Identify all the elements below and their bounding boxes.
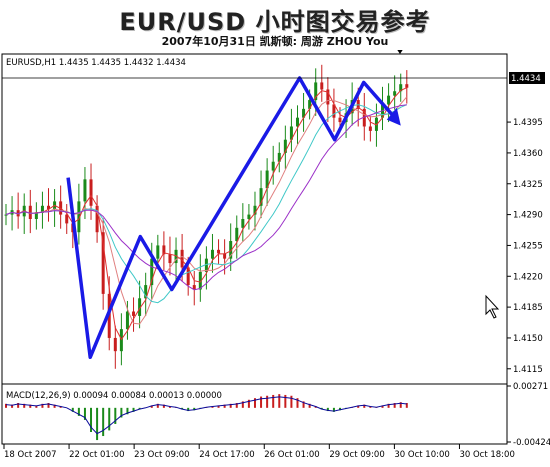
price-tick-group: 1.4395 1.4360 1.4325 1.4290 1.4255 1.4220 1.41… — [507, 118, 543, 375]
candle-body — [186, 267, 190, 286]
macd-plot-frame — [1, 383, 508, 445]
price-tick-label: 1.4150 — [513, 334, 543, 344]
symbol-header: EURUSD,H1 1.4435 1.4435 1.4432 1.4434 — [6, 58, 186, 68]
candle-body — [271, 161, 275, 171]
candle-body — [113, 337, 117, 352]
candle-body — [235, 227, 239, 242]
candle-body — [326, 89, 330, 105]
candle-body — [387, 95, 391, 105]
current-price-label: 1.4434 — [511, 74, 541, 84]
macd-histogram-group — [5, 394, 408, 441]
wave-line — [66, 76, 397, 360]
price-tick-label: 1.4255 — [513, 241, 543, 251]
candle-body — [47, 205, 51, 210]
candle-body — [393, 91, 397, 96]
macd-tick-label: -0.00424 — [513, 438, 550, 448]
candle-body — [198, 271, 202, 290]
candle-body — [283, 139, 287, 153]
candle-body — [368, 126, 372, 131]
candle-body — [302, 108, 306, 118]
candle-body — [229, 241, 233, 259]
price-tick-label: 1.4360 — [513, 149, 543, 159]
candle-body — [162, 245, 166, 255]
price-tick-label: 1.4325 — [513, 180, 543, 190]
candle-body — [314, 82, 318, 101]
chart-svg: EURUSD,H1 1.4435 1.4435 1.4432 1.4434 MA… — [1, 48, 550, 460]
time-tick-label: 18 Oct 2007 — [4, 450, 57, 460]
current-price-box — [509, 72, 545, 84]
candle-body — [132, 311, 136, 316]
candle-body — [289, 126, 293, 140]
candle-body — [295, 117, 299, 127]
time-tick-label: 23 Oct 09:00 — [134, 450, 189, 460]
time-tick-group: 18 Oct 2007 22 Oct 01:00 23 Oct 09:00 24 Oc… — [3, 444, 515, 460]
candle-body — [168, 254, 172, 264]
time-tick-label: 30 Oct 18:00 — [459, 450, 514, 460]
macd-tick-group: 0.00271 -0.00424 — [507, 382, 550, 448]
candle-body — [65, 214, 69, 224]
candle-body — [204, 258, 208, 272]
price-tick-label: 1.4220 — [513, 272, 543, 282]
macd-label: MACD(12,26,9) 0.00094 0.00084 0.00013 0.… — [6, 391, 222, 401]
wave-group — [66, 76, 401, 360]
candle-body — [308, 100, 312, 109]
banner: EUR/USD 小时图交易参考 2007年10月31日 凯斯顿: 周游 ZHOU… — [0, 0, 550, 50]
candle-body — [320, 82, 324, 90]
macd-signal-line — [5, 396, 407, 435]
candle-body — [138, 298, 142, 316]
candle-body — [77, 201, 81, 233]
candle-body — [83, 179, 87, 202]
page-title: EUR/USD 小时图交易参考 — [119, 8, 431, 36]
time-tick-label: 22 Oct 01:00 — [69, 450, 124, 460]
price-tick-label: 1.4115 — [513, 365, 543, 375]
candle-body — [247, 214, 251, 219]
candle-body — [125, 311, 129, 330]
candle-body — [4, 214, 8, 216]
wave-arrowhead-icon — [386, 107, 401, 126]
time-tick-label: 30 Oct 10:00 — [394, 450, 449, 460]
candle-body — [405, 84, 409, 88]
candle-body — [150, 258, 154, 286]
macd-tick-label: 0.00271 — [513, 382, 548, 392]
candle-body — [241, 219, 245, 228]
time-tick-label: 29 Oct 09:00 — [329, 450, 384, 460]
time-tick-label: 24 Oct 17:00 — [199, 450, 254, 460]
candle-body — [156, 245, 160, 259]
candle-body — [277, 152, 281, 162]
candle-body — [399, 84, 403, 92]
candle-body — [34, 212, 38, 219]
candle-body — [338, 117, 342, 123]
candle-body — [144, 285, 148, 299]
candle-body — [101, 232, 105, 294]
candle-body — [332, 104, 336, 118]
candle-body — [89, 179, 93, 206]
candle-body — [40, 205, 44, 213]
candle-body — [253, 205, 257, 215]
chart-frame: EURUSD,H1 1.4435 1.4435 1.4432 1.4434 MA… — [0, 48, 550, 463]
price-tick-label: 1.4290 — [513, 211, 543, 221]
candle-body — [95, 205, 99, 233]
time-tick-label: 26 Oct 01:00 — [264, 450, 319, 460]
candle-body — [192, 285, 196, 290]
candle-body — [217, 249, 221, 254]
arrow-cursor-icon — [485, 294, 500, 319]
candle-body — [259, 188, 263, 206]
candle-body — [362, 108, 366, 127]
shift-marker-icon — [396, 48, 404, 54]
price-tick-label: 1.4185 — [513, 303, 543, 313]
candle-body — [28, 205, 32, 219]
candle-body — [180, 249, 184, 268]
candle-body — [210, 249, 214, 259]
candle-body — [265, 170, 269, 189]
candle-body — [223, 253, 227, 259]
price-tick-label: 1.4395 — [513, 118, 543, 128]
page-subtitle: 2007年10月31日 凯斯顿: 周游 ZHOU You — [161, 35, 389, 48]
candle-body — [174, 249, 178, 264]
